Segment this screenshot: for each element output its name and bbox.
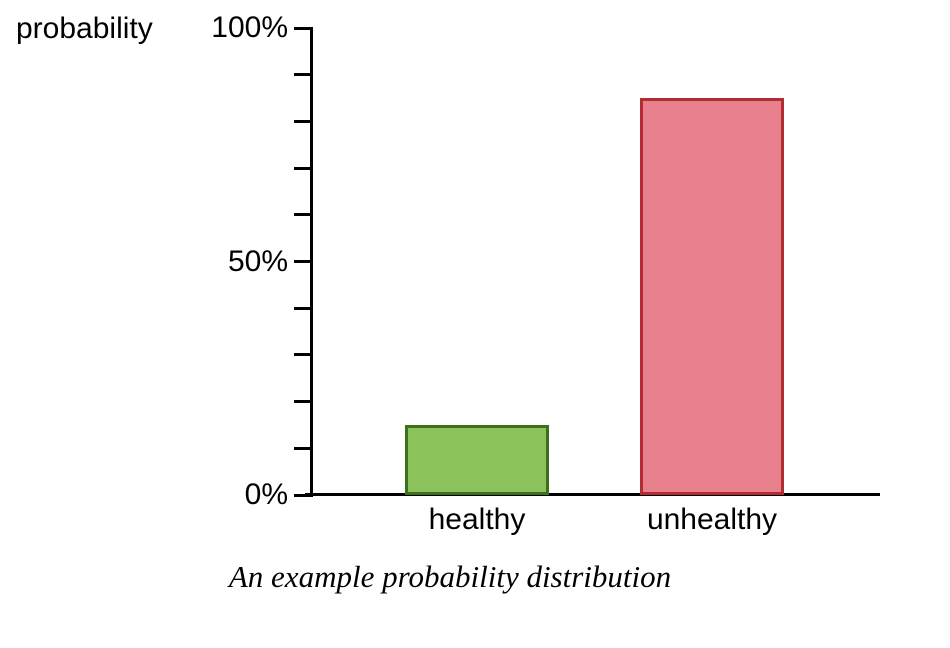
y-axis-tick	[294, 73, 312, 77]
x-axis-line	[305, 493, 880, 496]
y-axis-title: probability	[16, 12, 153, 45]
y-axis-tick-label: 50%	[227, 244, 288, 278]
x-axis-label-unhealthy: unhealthy	[646, 503, 778, 536]
y-axis-tick	[294, 119, 312, 123]
bar-unhealthy	[640, 98, 784, 495]
y-axis-tick	[294, 400, 312, 404]
y-axis-tick	[294, 446, 312, 450]
y-axis-tick	[294, 260, 312, 263]
figure-caption: An example probability distribution	[228, 559, 672, 594]
y-axis-tick	[294, 26, 312, 30]
y-axis-tick-label: 0%	[244, 478, 288, 511]
x-axis-label-healthy: healthy	[428, 503, 526, 536]
y-axis-tick	[294, 493, 312, 497]
y-axis-tick-label: 100%	[211, 11, 288, 44]
y-axis-tick	[294, 306, 312, 310]
y-axis-tick	[294, 213, 312, 217]
bar-healthy	[405, 424, 549, 495]
y-axis-tick	[294, 166, 312, 170]
y-axis-tick	[294, 353, 312, 357]
